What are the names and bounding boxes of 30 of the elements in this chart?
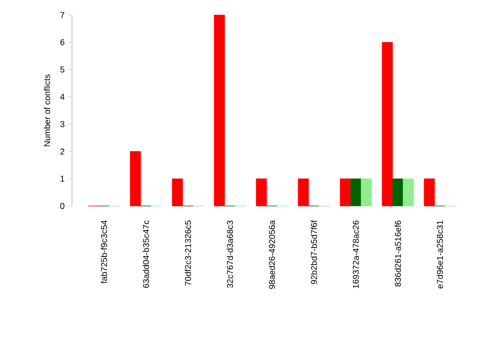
bar (392, 178, 404, 206)
y-axis-title: Number of conflicts (44, 74, 50, 146)
bar (360, 178, 372, 206)
bar (130, 151, 141, 206)
bar (214, 14, 225, 206)
x-tick-label: 32c767d-d3a68c3 (226, 220, 233, 288)
bar (298, 178, 309, 206)
bar (382, 42, 393, 206)
y-tick-label: 7 (60, 12, 64, 18)
x-tick-label: 63add04-b35c47c (142, 220, 150, 288)
bar (340, 178, 351, 206)
y-tick-label: 6 (60, 39, 64, 46)
x-tick-label: e7d96e1-a258c31 (436, 220, 443, 288)
bar (402, 178, 414, 206)
bar (424, 178, 435, 206)
x-tick-label: 98aed26-492056a (268, 220, 275, 289)
y-tick-label: 3 (60, 121, 64, 128)
y-tick-label: 0 (60, 202, 64, 209)
bar (256, 178, 267, 206)
y-tick-label: 4 (60, 94, 64, 100)
bar (350, 178, 362, 206)
x-tick-label: 70df2c3-21326c5 (184, 220, 192, 286)
y-tick-label: 1 (60, 176, 64, 182)
x-tick-label: fab725b-f9c3c54 (100, 220, 108, 284)
bar (172, 178, 183, 206)
x-tick-label: 836d261-a516ef6 (394, 220, 401, 286)
y-tick-label: 5 (60, 66, 64, 73)
y-tick-label: 2 (60, 148, 64, 154)
x-tick-label: 92b2bd7-b5d7f6f (310, 220, 317, 284)
x-tick-label: 169372a-478ac26 (352, 220, 359, 288)
